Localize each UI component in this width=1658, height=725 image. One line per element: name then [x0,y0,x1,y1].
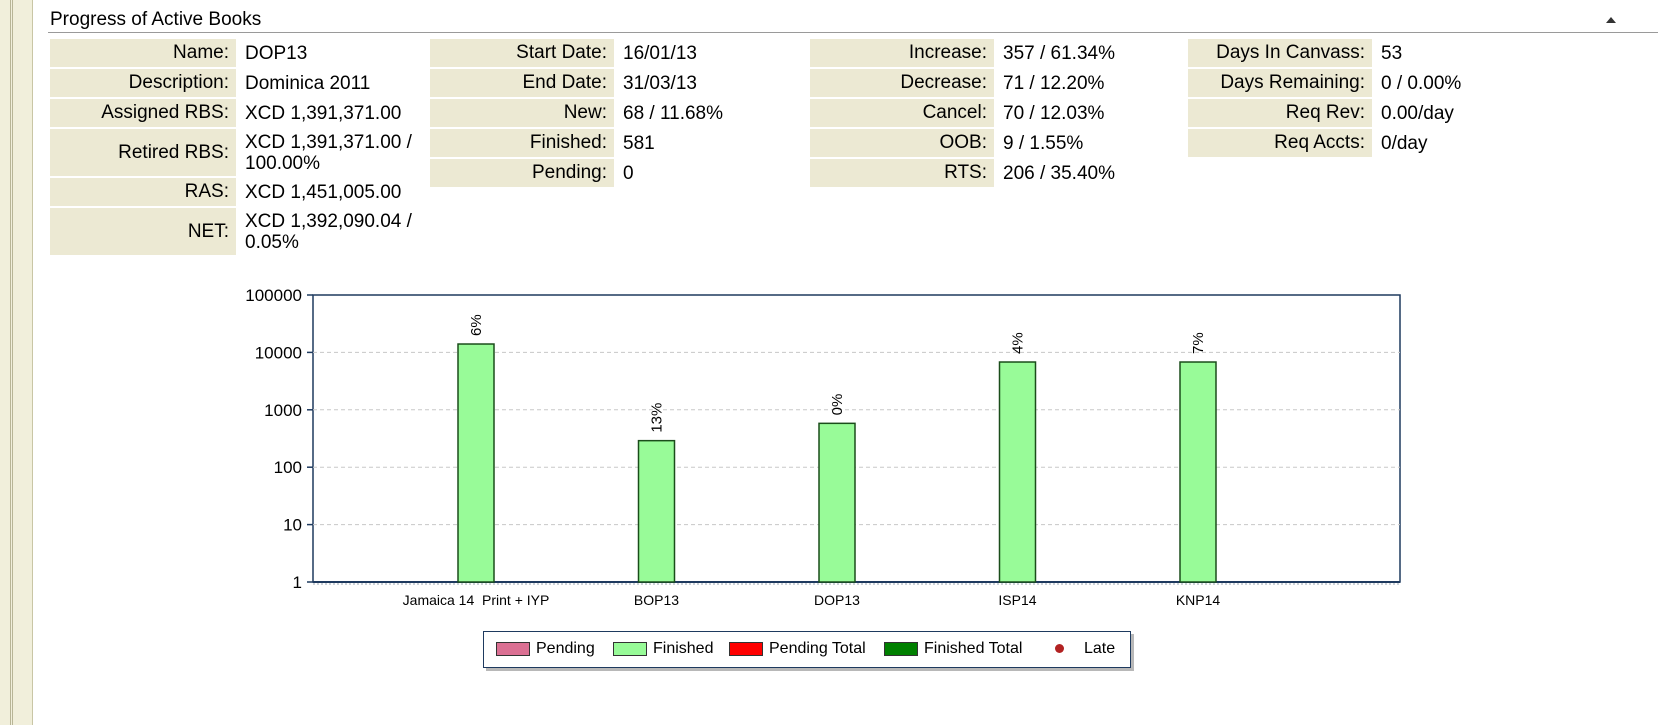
net-amount: XCD 1,392,090.04 / [245,210,412,232]
legend-label: Pending Total [769,640,866,657]
cancel-value: 70 / 12.03% [1003,102,1105,124]
bar-bop13 [637,439,676,583]
net-value: XCD 1,392,090.04 /0.05% [236,208,425,255]
retired-rbs-value: XCD 1,391,371.00 /100.00% [236,129,425,176]
x-category-label: BOP13 [634,592,679,608]
panel-title: Progress of Active Books [50,9,262,30]
increase-label: Increase: [810,39,994,67]
retired-rbs-amount: XCD 1,391,371.00 / [245,131,412,153]
legend-label: Finished [653,640,714,657]
bar-data-label: 13% [649,403,666,433]
pending-label: Pending: [430,159,614,187]
description-label: Description: [50,69,236,97]
finished-label: Finished: [430,129,614,157]
dates-info-table: Start Date: 16/01/13 End Date: 31/03/13 Ne… [430,37,803,189]
finished-value: 581 [623,132,655,154]
days-in-canvass-label: Days In Canvass: [1188,39,1372,67]
req-accts-value: 0/day [1381,132,1428,154]
legend-label: Finished Total [924,640,1023,657]
legend-swatch [496,642,530,656]
bar-data-label: 0% [829,394,846,416]
cancel-label: Cancel: [810,99,994,127]
x-category-label: DOP13 [814,592,860,608]
late-marker-icon [1055,644,1064,653]
legend-swatch [613,642,647,656]
new-label: New: [430,99,614,127]
days-remaining-label: Days Remaining: [1188,69,1372,97]
chart-legend: Pending Finished Pending Total Finished Tot… [483,631,1131,668]
changes-info-table: Increase: 357 / 61.34% Decrease: 71 / 12.2… [810,37,1183,189]
end-date-value: 31/03/13 [623,72,697,94]
days-in-canvass-value: 53 [1381,42,1403,64]
x-category-label: Jamaica 14 Print + IYP [403,592,550,608]
bar-knp14 [1179,361,1217,583]
decrease-label: Decrease: [810,69,994,97]
name-label: Name: [50,39,236,67]
legend-label: Pending [536,640,595,657]
rts-label: RTS: [810,159,994,187]
days-remaining-value: 0 / 0.00% [1381,72,1462,94]
book-info-table: Name: DOP13 Description: Dominica 2011 Ass… [50,37,425,257]
start-date-value: 16/01/13 [623,42,697,64]
legend-label: Late [1084,640,1116,657]
bar-isp14 [998,361,1037,583]
bar-dop13 [818,422,856,583]
description-value: Dominica 2011 [245,72,371,94]
bar-data-label: 6% [468,314,485,336]
net-label: NET: [50,208,236,255]
bar-data-label: 4% [1010,332,1027,354]
oob-label: OOB: [810,129,994,157]
x-category-label: ISP14 [998,592,1036,608]
canvass-info-table: Days In Canvass: 53 Days Remaining: 0 / 0.… [1188,37,1561,159]
new-value: 68 / 11.68% [623,102,724,124]
left-border-strip [0,0,33,725]
name-value: DOP13 [245,42,308,64]
retired-rbs-percent: 100.00% [245,152,321,174]
left-border-line [10,0,13,725]
pending-value: 0 [623,162,634,184]
y-tick-label: 100 [274,458,302,477]
ras-label: RAS: [50,178,236,206]
req-rev-value: 0.00/day [1381,102,1454,124]
assigned-rbs-label: Assigned RBS: [50,99,236,127]
retired-rbs-label: Retired RBS: [50,129,236,176]
assigned-rbs-value: XCD 1,391,371.00 [245,102,402,124]
panel-header[interactable]: Progress of Active Books [48,0,1658,33]
end-date-label: End Date: [430,69,614,97]
y-tick-label: 100000 [245,286,302,305]
ras-value: XCD 1,451,005.00 [245,181,402,203]
net-percent: 0.05% [245,231,299,253]
req-accts-label: Req Accts: [1188,129,1372,157]
y-tick-label: 1 [293,573,302,592]
rts-value: 206 / 35.40% [1003,162,1115,184]
start-date-label: Start Date: [430,39,614,67]
legend-swatch [729,642,763,656]
bar-data-label: 7% [1190,332,1207,354]
y-tick-label: 10000 [255,343,302,362]
y-tick-label: 1000 [264,401,302,420]
oob-value: 9 / 1.55% [1003,132,1084,154]
bar-jamaica-14-print-iyp [457,343,495,583]
y-tick-label: 10 [283,516,302,535]
increase-value: 357 / 61.34% [1003,42,1115,64]
legend-swatch [884,642,918,656]
decrease-value: 71 / 12.20% [1003,72,1105,94]
req-rev-label: Req Rev: [1188,99,1372,127]
collapse-arrow-icon[interactable] [1606,17,1616,23]
x-category-label: KNP14 [1176,592,1221,608]
